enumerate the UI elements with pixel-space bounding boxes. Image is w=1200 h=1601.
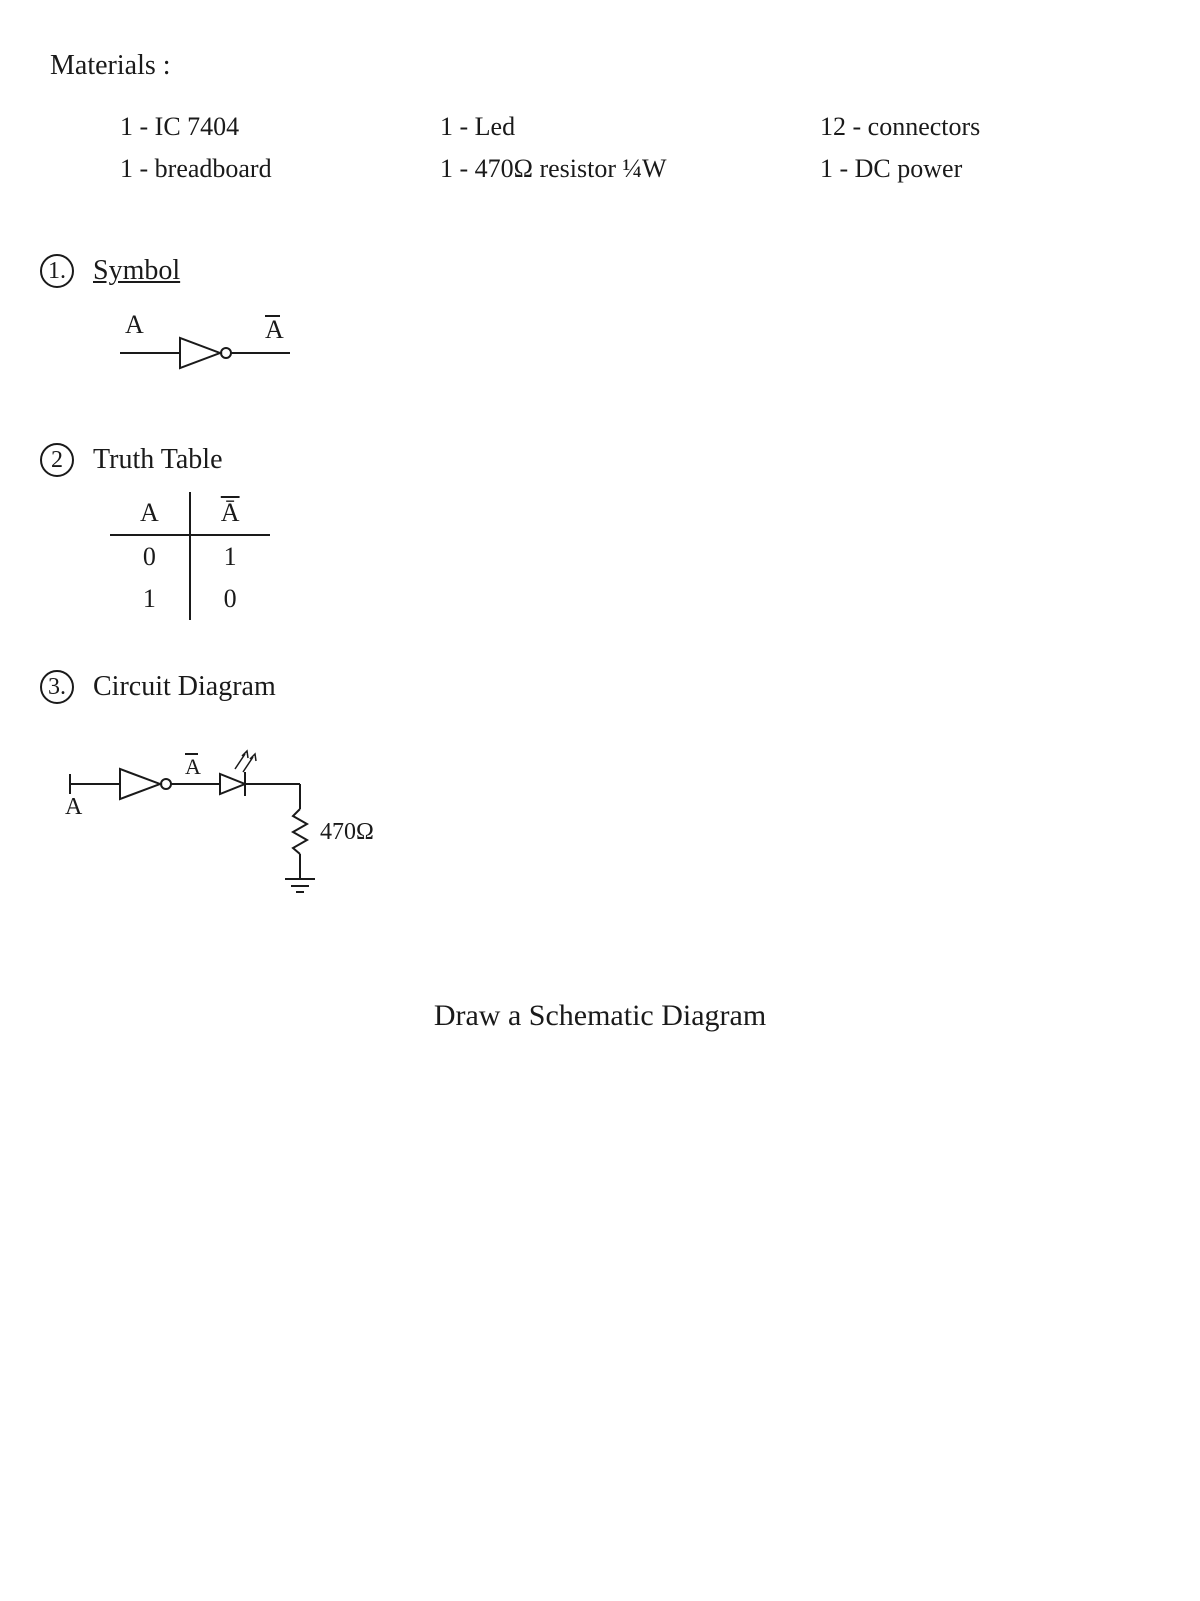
material-item: 1 - IC 7404 [120,112,400,142]
section-circuit-diagram: 3. Circuit Diagram A A [40,670,1160,919]
table-row: 1 0 [110,578,270,620]
table-cell: 1 [110,578,190,620]
section-title: Circuit Diagram [93,671,276,703]
material-item: 12 - connectors [820,112,1100,142]
table-row: 0 1 [110,535,270,578]
svg-text:A: A [185,754,201,779]
materials-list: 1 - IC 7404 1 - Led 12 - connectors 1 - … [120,112,1160,184]
material-item: 1 - DC power [820,154,1100,184]
table-header: A [110,492,190,535]
instruction-text: Draw a Schematic Diagram [40,999,1160,1033]
material-item: 1 - Led [440,112,780,142]
table-cell: 0 [190,578,270,620]
materials-header: Materials : [50,50,1160,82]
svg-text:A: A [265,315,284,344]
section-title: Truth Table [93,444,223,476]
material-item: 1 - 470Ω resistor ¼W [440,154,780,184]
not-gate-symbol: A A [110,308,1160,393]
section-number: 1. [40,254,74,288]
table-cell: 1 [190,535,270,578]
svg-text:A: A [125,310,144,339]
truth-table: A Ā 0 1 1 0 [110,492,270,620]
section-symbol: 1. Symbol A A [40,254,1160,393]
section-truth-table: 2 Truth Table A Ā 0 1 1 0 [40,443,1160,620]
svg-text:470Ω: 470Ω [320,819,374,845]
circuit-svg: A A [60,734,440,914]
section-number: 2 [40,443,74,477]
table-header: Ā [190,492,270,535]
section-number: 3. [40,670,74,704]
svg-text:A: A [65,794,83,820]
circuit-svg-container: A A [60,734,1160,919]
material-item: 1 - breadboard [120,154,400,184]
not-gate-svg: A A [110,308,330,388]
section-title: Symbol [93,255,180,287]
table-cell: 0 [110,535,190,578]
